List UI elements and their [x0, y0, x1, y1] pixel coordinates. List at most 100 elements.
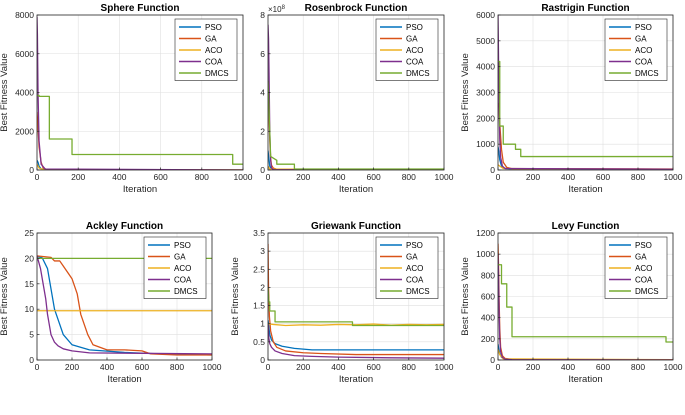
series-line-coa	[37, 16, 243, 170]
x-tick-label: 800	[402, 362, 416, 372]
y-tick-label: 2	[260, 126, 265, 136]
y-tick-label: 4000	[15, 88, 34, 98]
series-line-dmcs	[498, 60, 673, 158]
legend-label-ga: GA	[635, 35, 647, 44]
y-tick-label: 2000	[476, 113, 495, 123]
y-tick-label: 0	[29, 165, 34, 175]
y-axis-label: Best Fitness Value	[460, 53, 471, 132]
x-tick-label: 200	[526, 362, 540, 372]
legend-label-pso: PSO	[635, 23, 652, 32]
y-tick-label: 4000	[476, 62, 495, 72]
y-tick-label: 3000	[476, 88, 495, 98]
series-line-dmcs	[268, 80, 444, 170]
legend-label-coa: COA	[406, 276, 424, 285]
y-tick-label: 8000	[15, 10, 34, 20]
legend-label-aco: ACO	[635, 264, 652, 273]
x-tick-label: 200	[296, 362, 310, 372]
x-tick-label: 0	[35, 172, 40, 182]
chart-2: 0 200 400 600 800 1000 0 1000 2000 3000 4000 5000 60…	[460, 3, 683, 195]
x-axis-label: Iteration	[339, 374, 373, 385]
x-tick-label: 600	[154, 172, 168, 182]
x-tick-label: 400	[331, 172, 345, 182]
chart-title: Griewank Function	[311, 221, 401, 232]
x-tick-label: 400	[561, 362, 575, 372]
legend-label-ga: GA	[205, 35, 217, 44]
x-tick-label: 0	[35, 362, 40, 372]
y-tick-label: 8	[260, 10, 265, 20]
y-tick-label: 25	[25, 228, 35, 238]
y-tick-label: 1000	[476, 249, 495, 259]
y-tick-label: 2	[260, 282, 265, 292]
y-tick-label: 15	[25, 279, 35, 289]
legend-label-coa: COA	[174, 276, 192, 285]
x-tick-label: 600	[596, 362, 610, 372]
x-tick-label: 600	[367, 172, 381, 182]
legend-label-dmcs: DMCS	[205, 69, 229, 78]
legend-label-pso: PSO	[174, 241, 191, 250]
x-tick-label: 1000	[664, 362, 683, 372]
legend: PSO GA ACO COA DMCS	[375, 18, 439, 81]
series-line-coa	[37, 255, 212, 355]
chart-title: Sphere Function	[101, 3, 180, 14]
y-tick-label: 0	[29, 355, 34, 365]
series-line-dmcs	[498, 264, 673, 343]
series-line-aco	[268, 323, 444, 327]
y-tick-label: 3.5	[253, 228, 265, 238]
x-axis-label: Iteration	[123, 184, 157, 195]
y-tick-label: 5	[29, 330, 34, 340]
y-tick-label: 2.5	[253, 264, 265, 274]
legend-label-aco: ACO	[635, 46, 652, 55]
y-tick-label: 1000	[476, 139, 495, 149]
legend-label-ga: GA	[406, 253, 418, 262]
axes-box	[267, 232, 445, 361]
y-axis-label: Best Fitness Value	[230, 257, 241, 336]
x-tick-label: 1000	[664, 172, 683, 182]
y-tick-label: 600	[481, 292, 495, 302]
chart-title: Ackley Function	[86, 221, 163, 232]
x-tick-label: 1000	[435, 362, 454, 372]
legend-label-coa: COA	[635, 58, 653, 67]
y-tick-label: 6000	[476, 10, 495, 20]
x-tick-label: 800	[631, 172, 645, 182]
legend-label-pso: PSO	[406, 23, 423, 32]
legend-label-aco: ACO	[205, 46, 222, 55]
x-tick-label: 400	[561, 172, 575, 182]
y-multiplier: ×108	[268, 5, 286, 14]
series-line-ga	[37, 255, 212, 356]
y-tick-label: 0	[490, 355, 495, 365]
legend: PSO GA ACO COA DMCS	[375, 236, 439, 299]
x-tick-label: 0	[266, 172, 271, 182]
y-tick-label: 0.5	[253, 337, 265, 347]
y-tick-label: 2000	[15, 126, 34, 136]
legend-label-ga: GA	[406, 35, 418, 44]
y-tick-label: 0	[260, 355, 265, 365]
y-tick-label: 3	[260, 246, 265, 256]
series-line-dmcs	[268, 287, 444, 327]
x-tick-label: 400	[112, 172, 126, 182]
x-axis-label: Iteration	[568, 374, 602, 385]
legend-label-pso: PSO	[406, 241, 423, 250]
x-tick-label: 400	[331, 362, 345, 372]
y-tick-label: 0	[260, 165, 265, 175]
series-group	[498, 15, 673, 170]
y-tick-label: 6	[260, 49, 265, 59]
legend: PSO GA ACO COA DMCS	[143, 236, 207, 299]
legend-label-ga: GA	[635, 253, 647, 262]
x-tick-label: 600	[367, 362, 381, 372]
legend-label-coa: COA	[635, 276, 653, 285]
x-tick-label: 0	[496, 362, 501, 372]
x-tick-label: 200	[526, 172, 540, 182]
x-tick-label: 1000	[203, 362, 222, 372]
legend-label-dmcs: DMCS	[406, 69, 430, 78]
legend-label-aco: ACO	[174, 264, 191, 273]
y-tick-label: 10	[25, 304, 35, 314]
legend-label-ga: GA	[174, 253, 186, 262]
x-tick-label: 200	[65, 362, 79, 372]
legend: PSO GA ACO COA DMCS	[174, 18, 238, 81]
legend: PSO GA ACO COA DMCS	[604, 18, 668, 81]
x-axis-label: Iteration	[339, 184, 373, 195]
chart-title: Rosenbrock Function	[305, 3, 408, 14]
y-tick-label: 0	[490, 165, 495, 175]
x-axis-label: Iteration	[568, 184, 602, 195]
y-tick-label: 4	[260, 88, 265, 98]
